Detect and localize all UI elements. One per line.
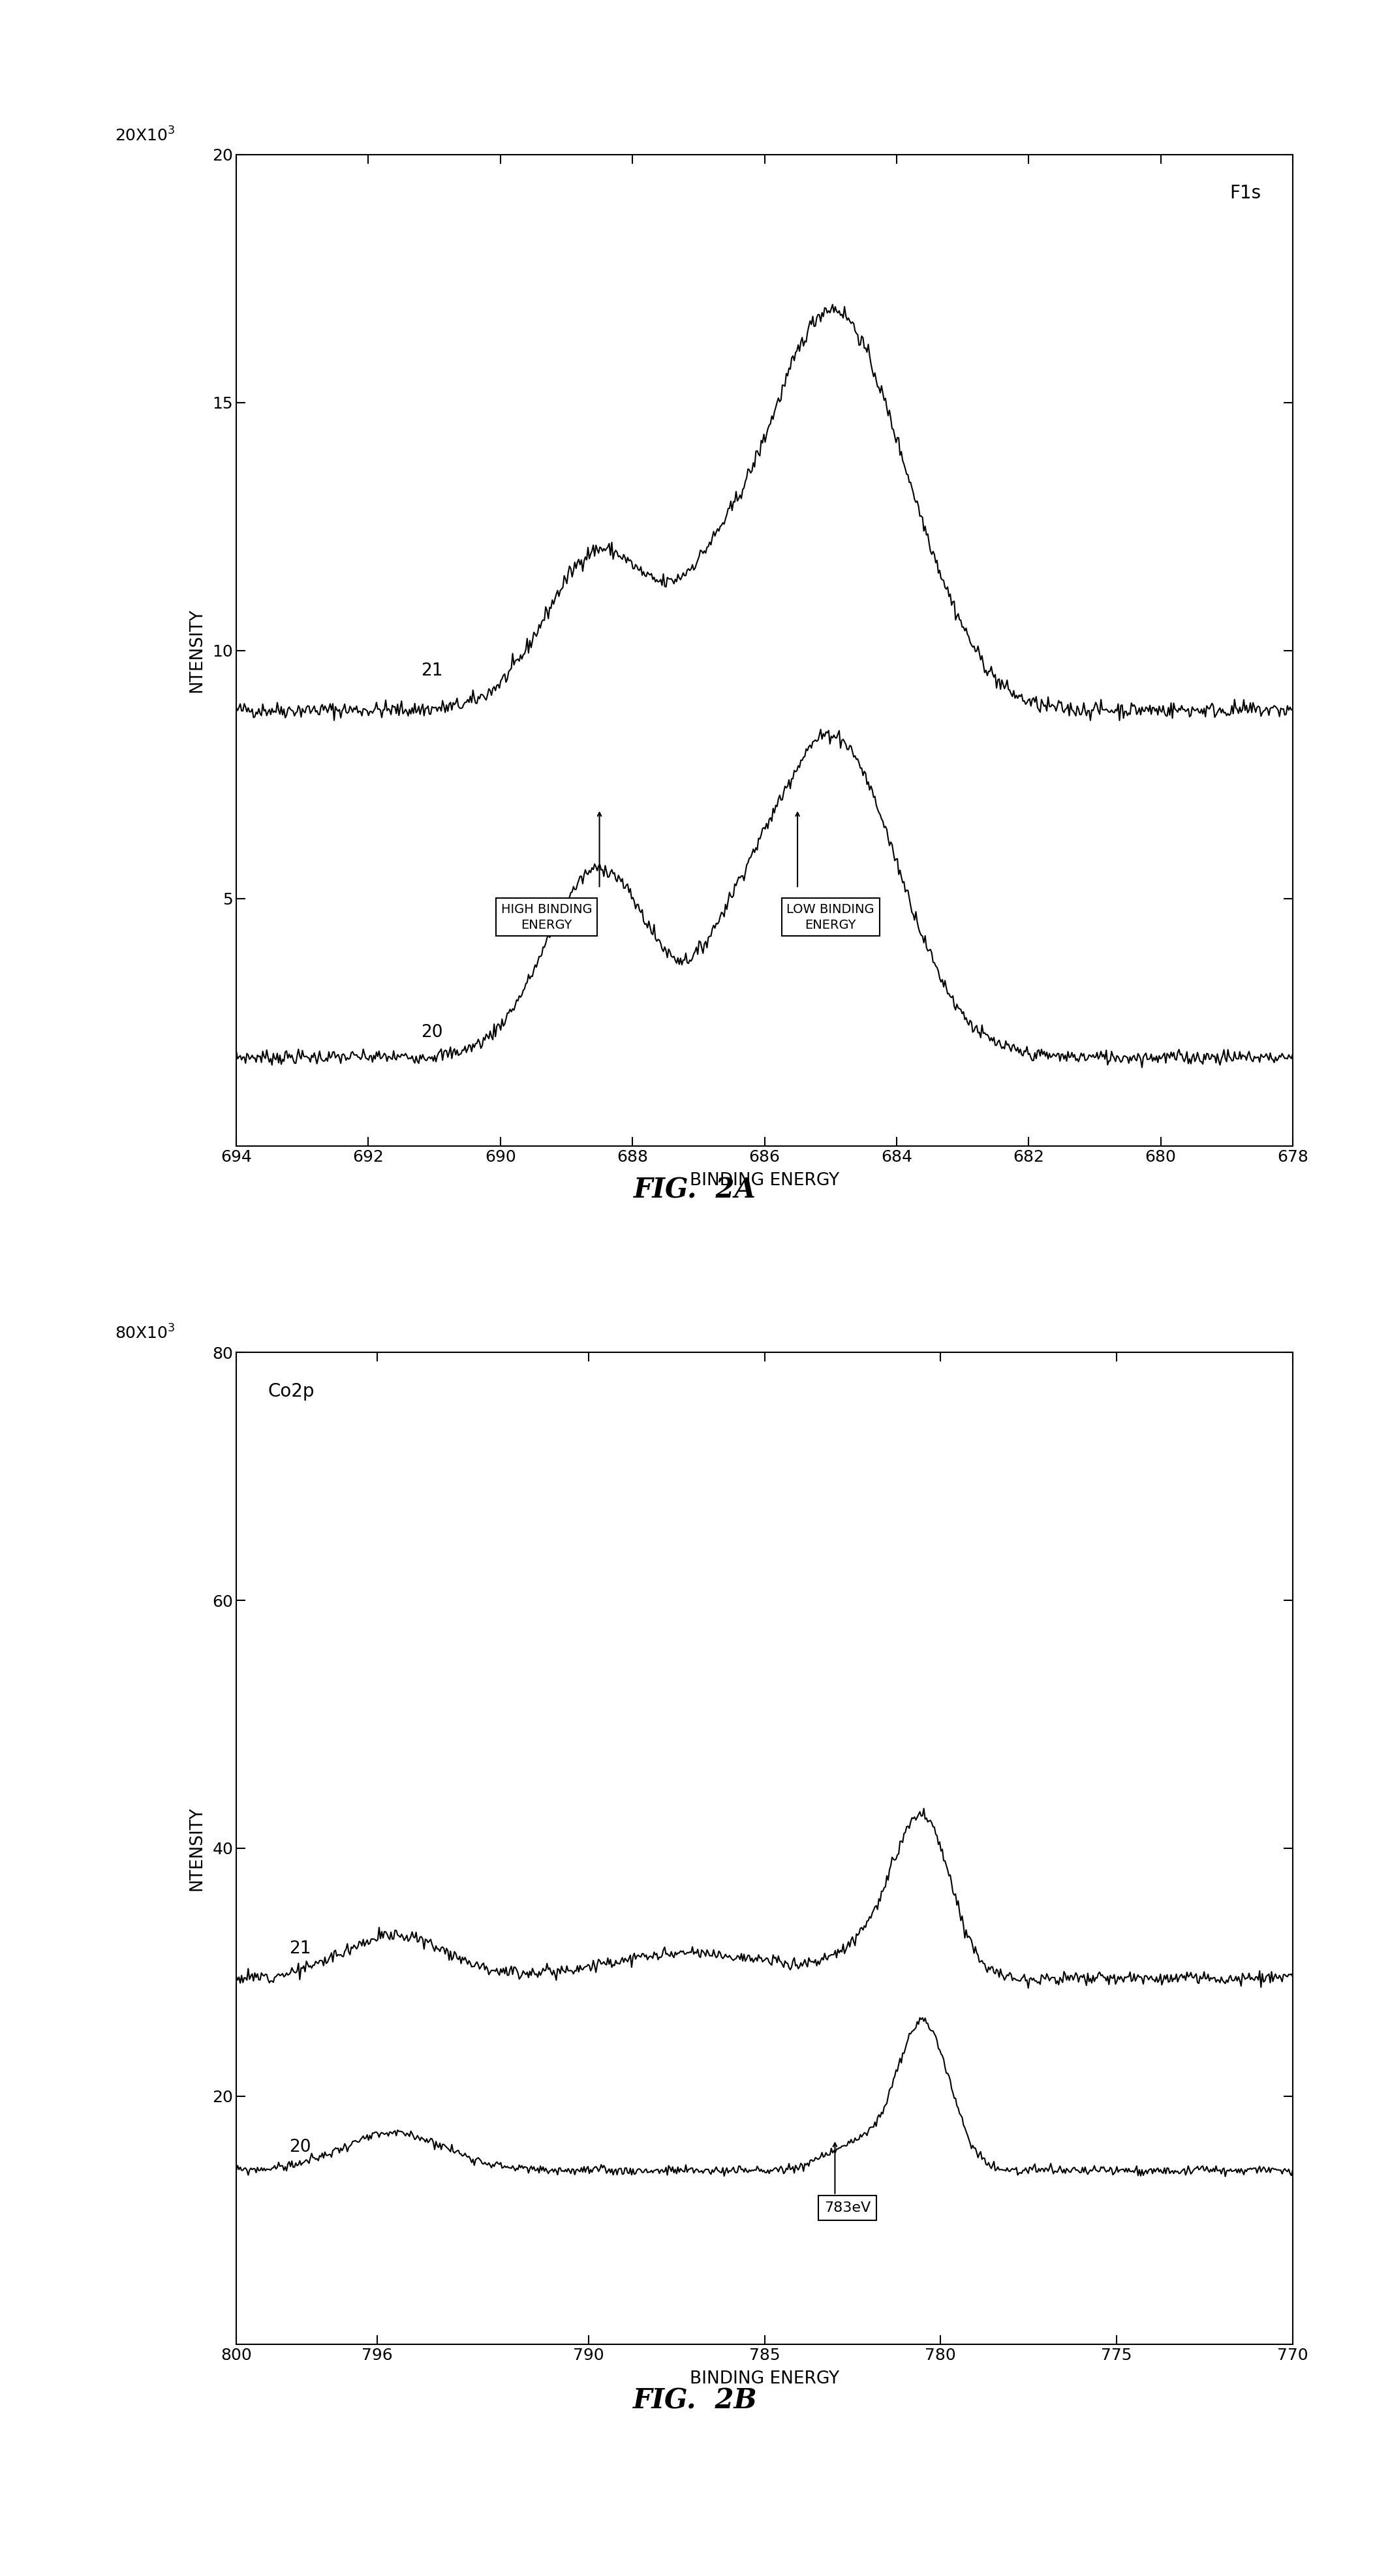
X-axis label: BINDING ENERGY: BINDING ENERGY bbox=[689, 2370, 840, 2388]
Text: Co2p: Co2p bbox=[268, 1383, 314, 1401]
Text: 20: 20 bbox=[289, 2138, 311, 2156]
Text: 20: 20 bbox=[421, 1025, 443, 1041]
Text: 21: 21 bbox=[289, 1940, 311, 1958]
Text: 21: 21 bbox=[421, 662, 443, 680]
Text: HIGH BINDING
ENERGY: HIGH BINDING ENERGY bbox=[500, 904, 592, 930]
Text: F1s: F1s bbox=[1230, 185, 1261, 204]
Text: 20X10$^3$: 20X10$^3$ bbox=[115, 126, 175, 144]
Text: FIG.  2B: FIG. 2B bbox=[632, 2388, 758, 2414]
Text: 783eV: 783eV bbox=[824, 2202, 872, 2215]
Text: FIG.  2A: FIG. 2A bbox=[634, 1177, 756, 1203]
Y-axis label: NTENSITY: NTENSITY bbox=[188, 608, 206, 693]
Text: LOW BINDING
ENERGY: LOW BINDING ENERGY bbox=[787, 904, 874, 930]
X-axis label: BINDING ENERGY: BINDING ENERGY bbox=[689, 1172, 840, 1190]
Y-axis label: NTENSITY: NTENSITY bbox=[188, 1806, 206, 1891]
Text: 80X10$^3$: 80X10$^3$ bbox=[115, 1324, 175, 1342]
